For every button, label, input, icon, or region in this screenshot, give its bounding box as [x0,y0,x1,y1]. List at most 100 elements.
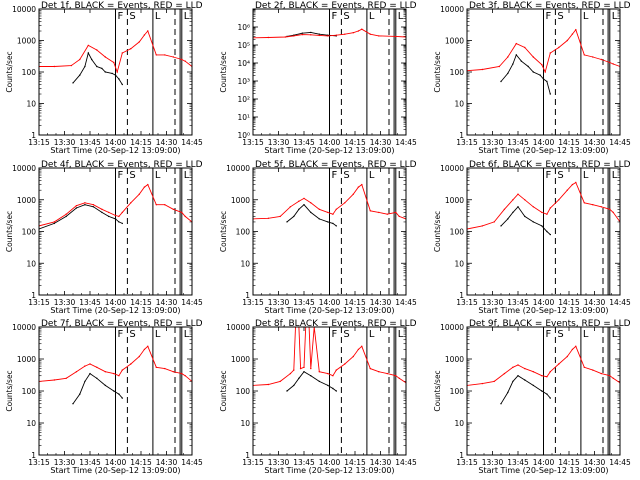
data-point-events [111,72,113,75]
data-point-lld [503,208,506,210]
data-point-events [104,384,107,387]
data-point-events [286,390,288,392]
data-point-events [542,78,545,80]
panel-frame [252,326,407,456]
data-point-lld [592,204,594,206]
data-point-lld [609,375,611,377]
data-point-lld [566,189,568,191]
data-point-lld [612,377,614,379]
x-tick-label: 14:00 [533,458,555,467]
marker-label-l: L [369,170,375,181]
data-point-lld [303,366,305,368]
y-tick-label: 10000 [440,5,464,14]
data-point-events [65,215,67,218]
x-tick-label: 13:15 [28,298,50,307]
marker-label-s: S [343,11,349,22]
data-point-events [524,215,526,218]
panel-title: Det 5f, BLACK = Events, RED = LLD [255,160,417,170]
data-point-lld [546,376,548,378]
data-point-lld [327,211,329,214]
data-point-lld [532,56,534,58]
data-point-lld [172,208,174,210]
x-tick-label: 14:45 [609,298,631,307]
data-point-lld [172,371,174,373]
panel-title: Det 4f, BLACK = Events, RED = LLD [41,160,203,170]
marker-label-end: L [398,329,404,340]
y-tick-label: 10 [26,259,36,268]
x-axis-label: Start Time (20-Sep-12 13:09:00) [478,466,608,475]
data-point-lld [147,345,149,347]
data-point-events [79,393,81,395]
data-point-lld [164,204,166,206]
series-line-events [72,51,123,85]
panel-det-1: Det 1f, BLACK = Events, RED = LLD 1 10 100 1… [5,1,203,155]
marker-label-f: F [332,11,338,22]
y-tick-label: 10000 [226,323,250,332]
data-point-lld [335,369,337,371]
data-point-lld [181,372,183,375]
panel-det-2: Det 2f, BLACK = Events, RED = LLD 10⁰ 10¹ 1… [219,1,417,155]
data-point-lld [92,204,95,206]
marker-label-l: L [155,170,161,181]
data-point-events [310,375,312,377]
marker-label-f: F [332,170,338,181]
data-point-lld [558,199,560,201]
x-tick-label: 13:45 [507,298,529,307]
data-point-lld [143,348,146,351]
x-tick-label: 14:00 [105,298,127,307]
y-tick-label: 1 [459,131,464,140]
panel-frame [38,167,193,296]
data-point-events [121,222,124,225]
data-point-lld [335,34,337,36]
panel-title: Det 2f, BLACK = Events, RED = LLD [255,1,417,11]
data-point-lld [361,183,363,186]
data-point-lld [583,366,585,368]
data-point-lld [571,33,574,35]
x-tick-label: 14:15 [344,458,366,467]
y-tick-label: 10 [240,259,250,268]
data-point-lld [575,181,577,184]
data-point-events [546,393,548,395]
data-point-events [301,32,303,34]
marker-label-l: L [369,11,375,22]
y-tick-label: 1 [31,291,36,300]
data-point-lld [143,186,146,188]
marker-label-end: L [612,170,618,181]
marker-label-l: L [155,329,161,340]
y-axis-label: Counts/sec [5,211,14,252]
x-tick-label: 13:30 [482,458,504,467]
data-point-lld [279,380,281,383]
data-point-events [546,230,548,233]
marker-label-f: F [118,170,124,181]
data-point-lld [147,183,149,186]
data-point-lld [121,52,124,54]
data-point-lld [532,206,534,208]
data-point-lld [609,208,611,210]
data-point-lld [293,35,295,37]
data-point-lld [289,372,292,375]
y-tick-label: 10² [237,95,250,104]
y-tick-label: 1000 [231,355,250,364]
data-point-events [113,390,115,392]
data-point-lld [481,68,483,71]
y-tick-label: 10⁶ [237,23,250,32]
data-point-events [118,393,120,395]
data-point-events [293,215,295,218]
x-tick-label: 13:15 [242,298,264,307]
data-point-events [532,71,534,73]
data-point-lld [113,372,115,375]
x-tick-label: 14:15 [130,458,152,467]
panel-title: Det 7f, BLACK = Events, RED = LLD [41,319,203,329]
data-point-events [524,379,526,381]
data-point-lld [352,32,354,34]
x-tick-label: 14:00 [319,298,341,307]
data-point-lld [79,58,81,61]
data-point-lld [318,208,320,210]
series-line-lld [467,28,620,74]
marker-label-l: L [583,11,589,22]
data-point-lld [310,202,312,204]
data-point-lld [155,366,157,368]
data-point-lld [181,211,183,214]
